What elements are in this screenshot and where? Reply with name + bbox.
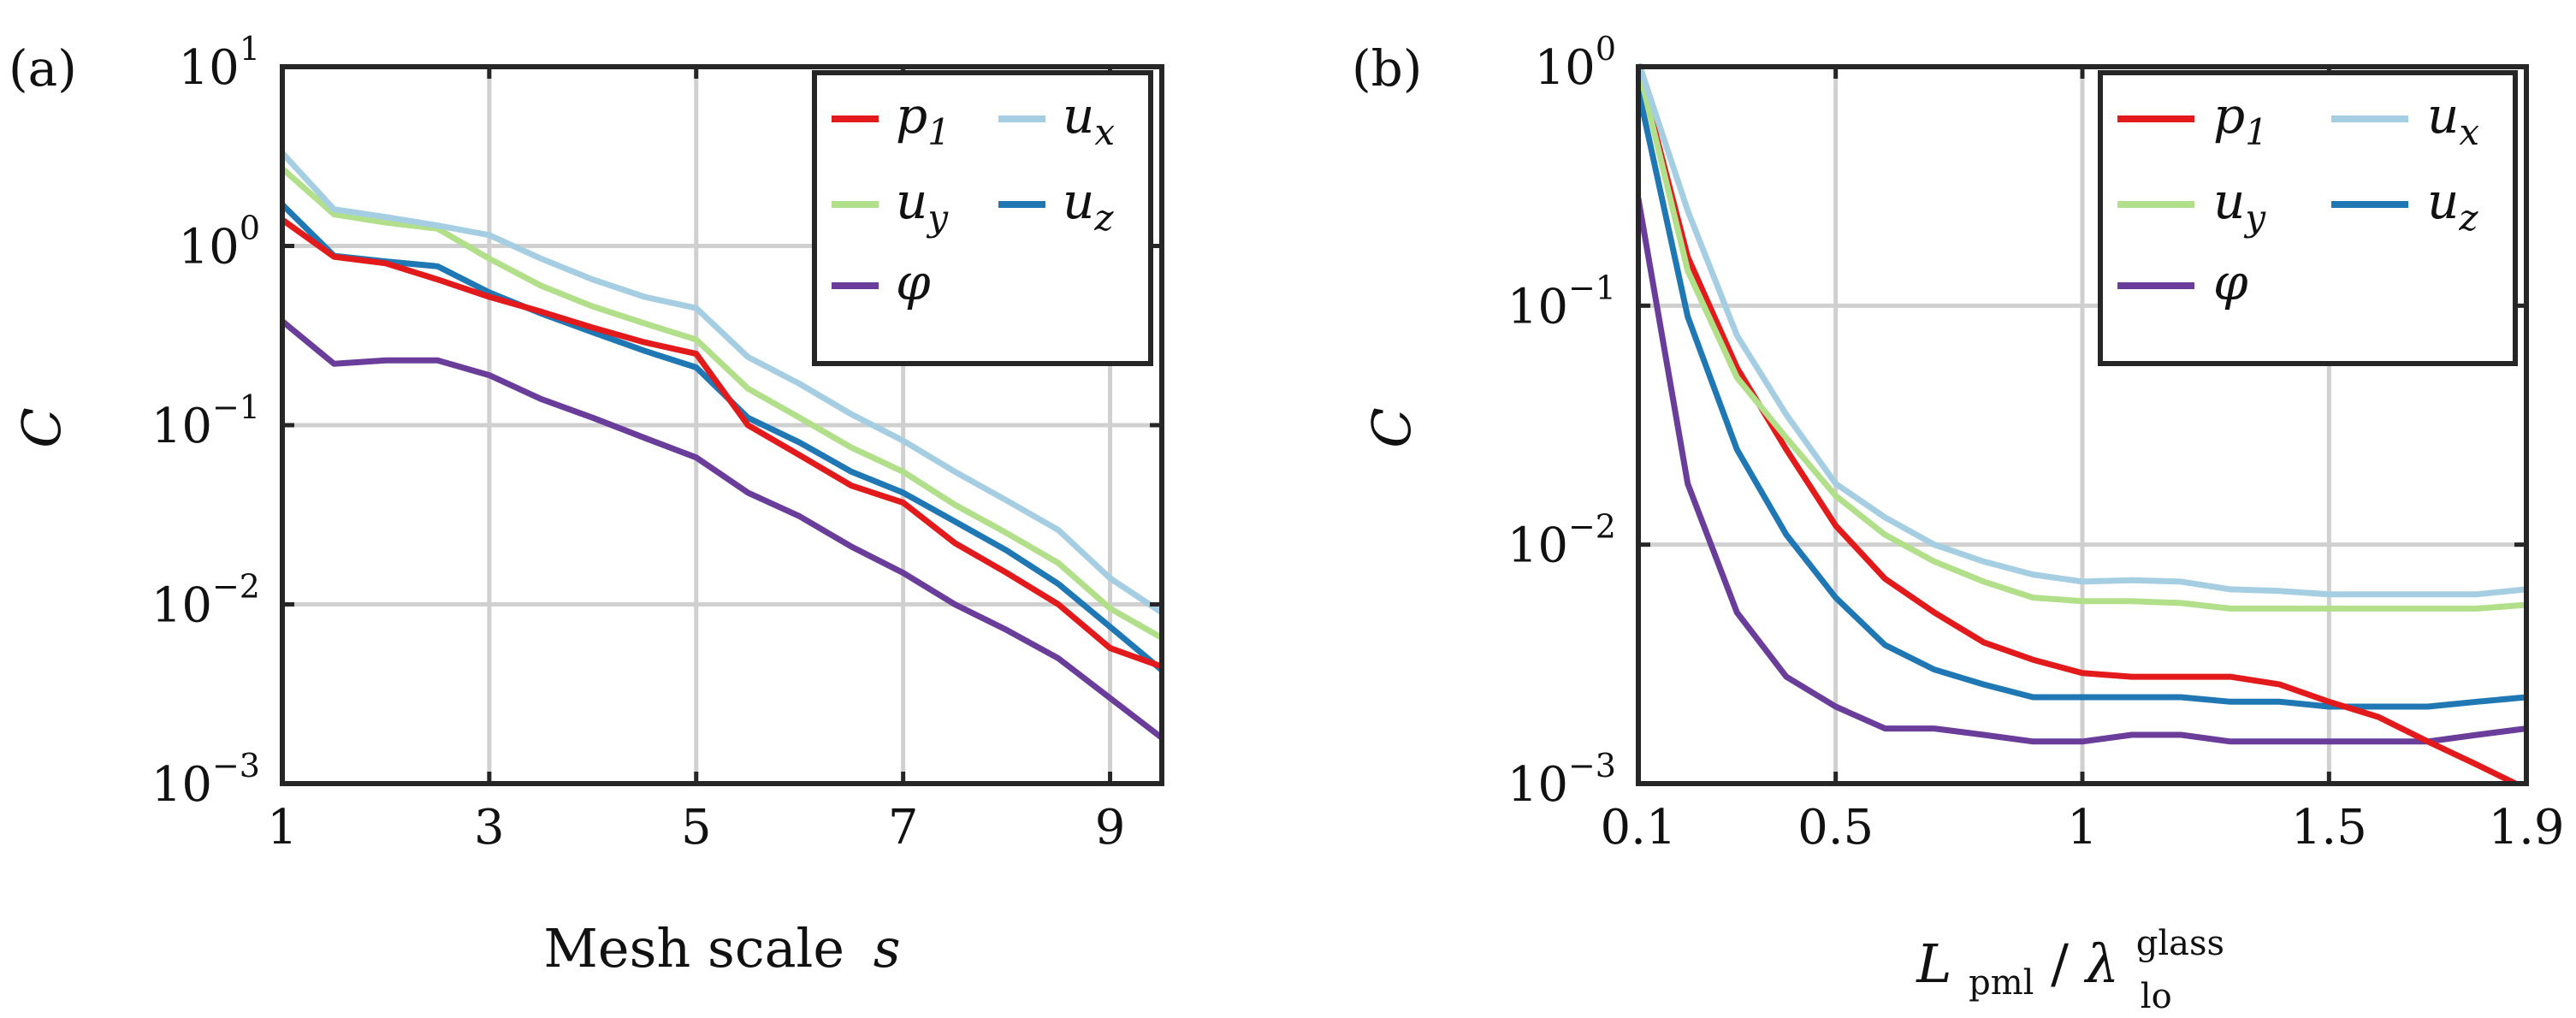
- panel-b-series-uy: [1638, 63, 2526, 612]
- panel-b-x-tick-label: 0.5: [1797, 800, 1874, 855]
- panel-b-series-ux: [1638, 63, 2526, 598]
- panel-a-series-uy: [282, 165, 1162, 642]
- panel-b-legend: p1 ux uy uz φ: [2098, 70, 2518, 366]
- panel-a-legend-label-p1: p1: [896, 86, 950, 153]
- panel-b: (b) 100 10−1 10−2 10−3 0.1 0.5 1 1.5 1.9 C L pm…: [1352, 30, 2565, 1016]
- panel-b-legend-label-phi: φ: [2213, 253, 2248, 311]
- panel-b-legend-label-uz: uz: [2427, 172, 2478, 239]
- panel-b-series-uz: [1638, 86, 2526, 710]
- panel-b-xlabel-sup: glass: [2136, 924, 2224, 963]
- panel-b-x-tick-label: 1.9: [2488, 800, 2564, 855]
- panel-a-series-p1: [282, 216, 1162, 670]
- panel-b-xlabel-lambda: λ: [2083, 932, 2119, 995]
- panel-a-y-tick-label: 100: [179, 210, 260, 275]
- panel-b-y-tick-label: 10−3: [1507, 747, 1616, 813]
- panel-a-y-tick-label: 10−3: [151, 747, 260, 813]
- panel-b-x-ticks: 0.1 0.5 1 1.5 1.9: [1600, 67, 2565, 855]
- panel-a-x-tick-label: 5: [681, 800, 712, 855]
- panel-a-y-tick-label: 10−2: [151, 568, 260, 634]
- panel-b-x-tick-label: 0.1: [1600, 800, 1676, 855]
- panel-a-xlabel-text: Mesh scale: [543, 917, 844, 980]
- panel-a-legend-label-uy: uy: [896, 172, 949, 239]
- panel-b-series-p1: [1638, 63, 2523, 784]
- panel-a-series: [282, 150, 1162, 741]
- panel-a-legend-label-uz: uz: [1063, 172, 1114, 239]
- panel-b-y-tick-label: 10−1: [1507, 269, 1616, 334]
- panel-b-legend-label-p1: p1: [2213, 86, 2268, 153]
- panel-b-xlabel-L: L: [1916, 932, 1951, 995]
- panel-b-y-ticks: 100 10−1 10−2 10−3: [1507, 30, 2526, 813]
- panel-b-series-phi: [1638, 195, 2526, 745]
- panel-b-legend-label-ux: ux: [2427, 86, 2479, 153]
- panel-a-x-tick-label: 9: [1095, 800, 1126, 855]
- panel-b-x-tick-label: 1.5: [2291, 800, 2367, 855]
- panel-b-x-tick-label: 1: [2067, 800, 2098, 855]
- panel-a-x-tick-label: 3: [474, 800, 505, 855]
- panel-a-x-tick-label: 7: [888, 800, 919, 855]
- panel-b-xlabel-lo: lo: [2141, 977, 2172, 1016]
- panel-a-label: (a): [9, 39, 77, 98]
- panel-a-y-tick-label: 101: [179, 30, 260, 96]
- panel-b-legend-box: [2098, 70, 2518, 366]
- panel-b-xlabel: L pml / λ glass lo: [1916, 905, 2241, 1016]
- panel-a-legend-label-ux: ux: [1063, 86, 1115, 153]
- panel-a-xlabel: Mesh scale s: [543, 917, 900, 980]
- panel-a-y-ticks: 101 100 10−1 10−2 10−3: [151, 30, 1162, 813]
- panel-b-xlabel-sub: pml: [1969, 963, 2034, 1003]
- panel-a-ylabel: C: [10, 407, 73, 447]
- panel-b-y-tick-label: 100: [1535, 30, 1616, 96]
- panel-a-x-ticks: 1 3 5 7 9: [267, 67, 1125, 855]
- panel-a: (a) 101 100 10−1 10−2 10−3 1 3 5 7 9 C Mesh scal…: [9, 30, 1164, 980]
- panel-b-xlabel-slash: /: [2051, 932, 2069, 995]
- panel-a-legend: p1 ux uy uz φ: [812, 70, 1153, 366]
- panel-b-ylabel: C: [1360, 407, 1423, 447]
- panel-a-series-phi: [282, 318, 1162, 741]
- panel-a-y-tick-label: 10−1: [151, 388, 260, 454]
- panel-b-legend-label-uy: uy: [2213, 172, 2266, 239]
- panel-a-xlabel-var: s: [873, 917, 901, 980]
- panel-a-series-ux: [282, 150, 1162, 616]
- panel-b-series: [1638, 63, 2526, 784]
- panel-b-label: (b): [1352, 39, 1422, 98]
- panel-a-x-tick-label: 1: [267, 800, 298, 855]
- panel-b-y-tick-label: 10−2: [1507, 508, 1616, 574]
- panel-a-legend-label-phi: φ: [896, 253, 931, 311]
